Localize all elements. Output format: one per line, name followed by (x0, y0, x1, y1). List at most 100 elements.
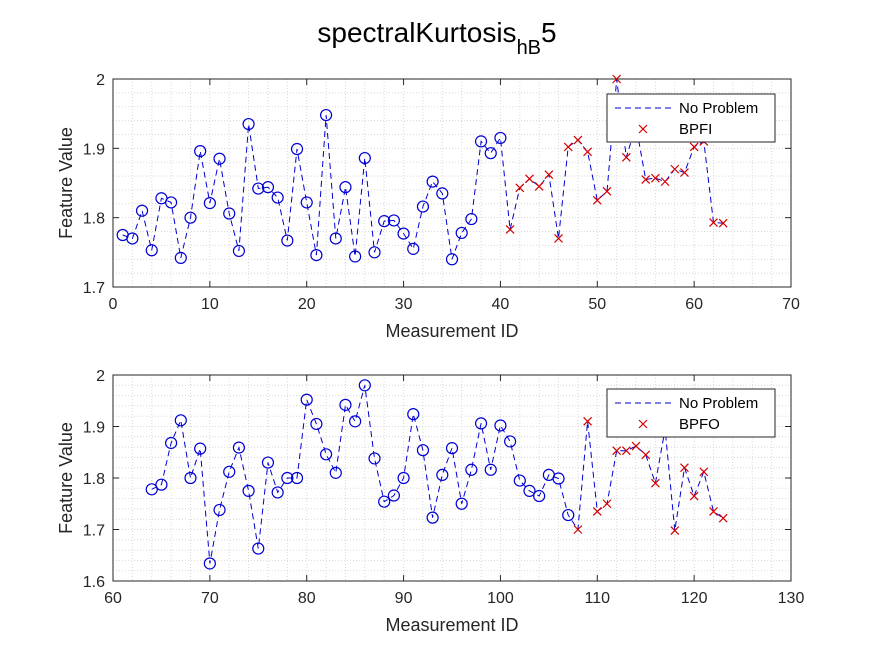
x-tick-label: 30 (395, 296, 413, 313)
x-tick-label: 70 (201, 590, 219, 607)
data-point (184, 211, 197, 224)
data-point (223, 207, 236, 220)
y-axis-label: Feature Value (56, 127, 76, 239)
data-point (631, 441, 641, 451)
data-point (583, 416, 593, 426)
data-point (261, 181, 275, 194)
y-tick-label: 1.7 (83, 280, 105, 297)
axes-box (112, 78, 792, 288)
legend-box (606, 93, 776, 143)
data-point (252, 542, 265, 555)
x-tick-label: 0 (109, 296, 118, 313)
data-point (533, 489, 546, 503)
data-point (689, 142, 699, 152)
data-point (319, 448, 333, 461)
data-point (544, 170, 554, 180)
x-tick-label: 130 (778, 590, 805, 607)
y-tick-label: 2 (96, 368, 105, 385)
data-point (397, 471, 410, 485)
data-point (641, 175, 651, 184)
data-point (680, 168, 689, 178)
data-point (397, 227, 410, 240)
data-point (271, 191, 284, 204)
data-point (534, 182, 544, 191)
data-point (329, 232, 342, 245)
data-point (300, 393, 313, 406)
y-axis-label: Feature Value (56, 422, 76, 534)
data-point (455, 497, 468, 510)
data-point (670, 164, 680, 174)
series-1 (116, 108, 507, 266)
data-point (310, 249, 323, 262)
data-point (368, 246, 381, 259)
data-point (378, 495, 391, 508)
data-point (718, 513, 728, 523)
data-point (281, 471, 294, 485)
data-point (621, 152, 631, 162)
data-point (474, 417, 488, 430)
data-point (145, 483, 158, 496)
data-point (592, 195, 602, 205)
data-point (515, 183, 525, 193)
legend-entry: No Problem (679, 100, 758, 117)
x-tick-label: 60 (685, 296, 703, 313)
data-point (612, 74, 622, 84)
x-axis-label: Measurement ID (385, 615, 518, 635)
data-point (300, 196, 313, 209)
panel-1: 0 10 20 30 40 50 60 70 1.7 1.8 1.9 2 Measurement ID F… (56, 72, 800, 341)
data-point (525, 174, 534, 184)
y-tick-label: 2 (96, 72, 105, 89)
data-point (484, 147, 497, 160)
data-point (602, 186, 612, 196)
data-point (194, 442, 207, 455)
data-point (563, 142, 573, 152)
data-point (455, 226, 468, 240)
data-point (232, 244, 246, 258)
data-point (290, 142, 304, 156)
data-point (426, 511, 439, 524)
x-tick-label: 50 (588, 296, 606, 313)
legend-box (606, 388, 776, 438)
data-point (416, 444, 430, 457)
data-point (155, 478, 168, 491)
series-1 (145, 379, 575, 570)
data-point (523, 484, 536, 497)
data-point (709, 218, 718, 227)
x-tick-label: 20 (298, 296, 316, 313)
data-point (552, 472, 565, 485)
data-point (641, 450, 651, 460)
data-point (494, 131, 507, 145)
data-point (261, 456, 275, 469)
data-point (709, 507, 718, 516)
y-tick-label: 1.9 (83, 141, 105, 158)
data-point (213, 152, 226, 165)
data-point (680, 463, 689, 473)
legend: No Problem BPFI (606, 93, 776, 143)
data-point (407, 242, 420, 255)
data-point (621, 446, 631, 456)
y-tick-label: 1.8 (83, 211, 105, 228)
data-point (203, 197, 216, 210)
data-point (281, 234, 294, 247)
y-tick-label: 1.7 (83, 523, 105, 540)
x-tick-label: 60 (104, 590, 122, 607)
data-point (290, 471, 304, 485)
data-point (271, 486, 284, 499)
data-point (494, 419, 507, 432)
data-point (513, 474, 526, 487)
data-point (387, 489, 400, 502)
data-point (504, 435, 517, 448)
x-axis-label: Measurement ID (385, 321, 518, 341)
y-tick-label: 1.6 (83, 574, 105, 591)
data-point (583, 147, 593, 157)
data-point (378, 215, 391, 228)
data-point (387, 214, 400, 227)
data-point (484, 463, 497, 476)
data-point (339, 398, 352, 411)
data-point (145, 244, 158, 257)
series-line (151, 385, 724, 564)
legend-entry: No Problem (679, 395, 758, 412)
data-point (174, 414, 187, 427)
data-point (426, 175, 439, 188)
y-tick-label: 1.8 (83, 471, 105, 488)
